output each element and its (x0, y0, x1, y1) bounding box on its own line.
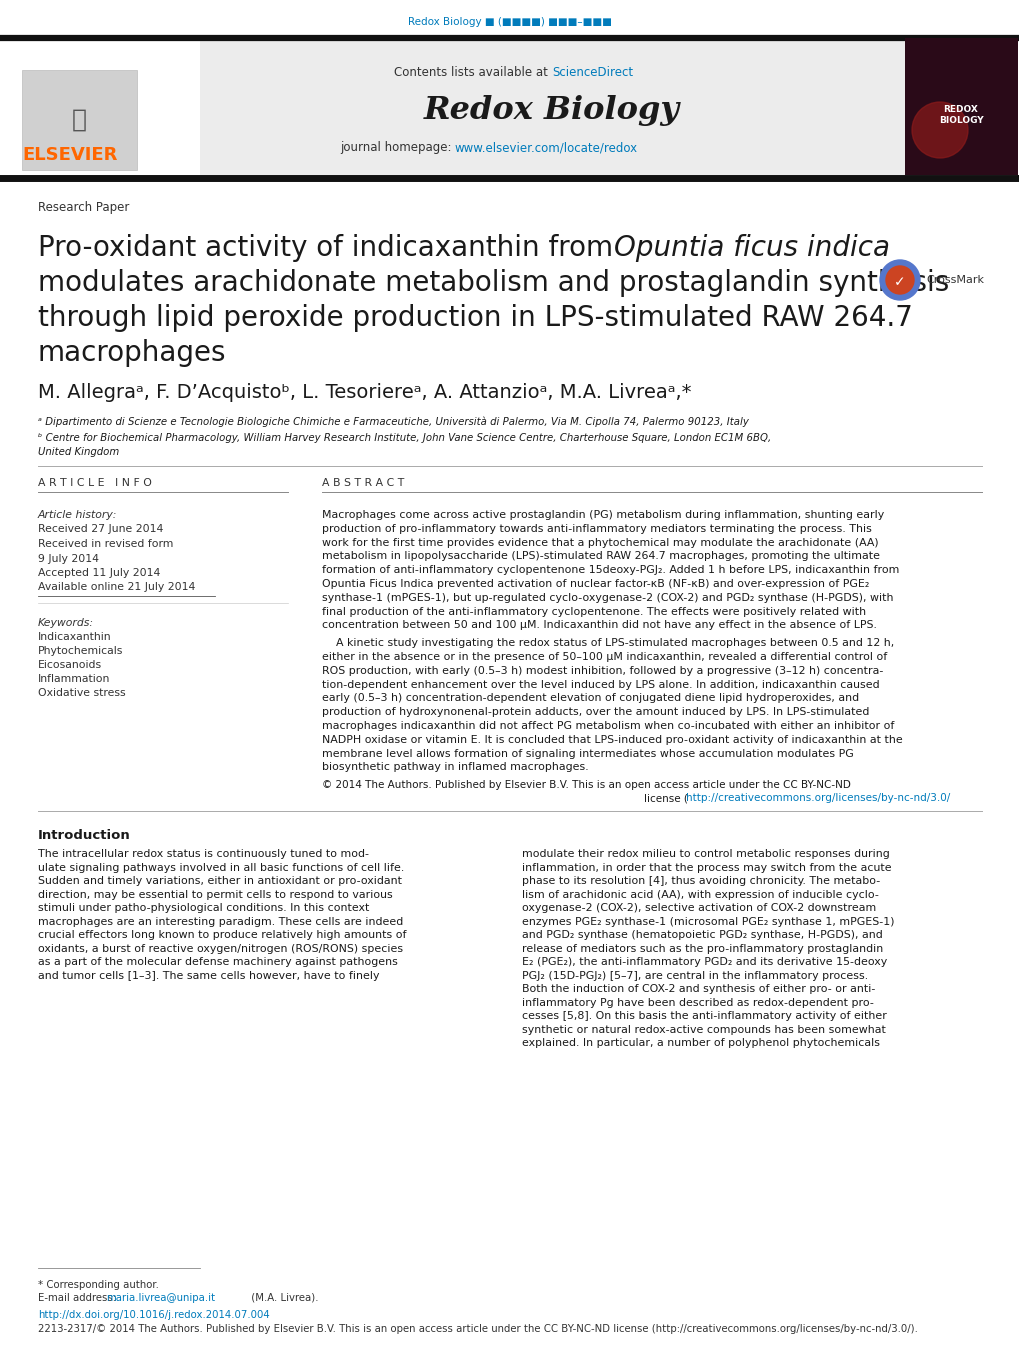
Text: maria.livrea@unipa.it: maria.livrea@unipa.it (106, 1292, 215, 1303)
Text: Research Paper: Research Paper (38, 201, 129, 215)
Text: synthase-1 (mPGES-1), but up-regulated cyclo-oxygenase-2 (COX-2) and PGD₂ syntha: synthase-1 (mPGES-1), but up-regulated c… (322, 593, 893, 603)
Text: www.elsevier.com/locate/redox: www.elsevier.com/locate/redox (454, 141, 638, 155)
Text: Received in revised form: Received in revised form (38, 540, 173, 549)
Text: http://creativecommons.org/licenses/by-nc-nd/3.0/: http://creativecommons.org/licenses/by-n… (686, 794, 950, 803)
Text: ✓: ✓ (894, 275, 905, 289)
Text: 2213-2317/© 2014 The Authors. Published by Elsevier B.V. This is an open access : 2213-2317/© 2014 The Authors. Published … (38, 1324, 917, 1335)
Text: tion-dependent enhancement over the level induced by LPS alone. In addition, ind: tion-dependent enhancement over the leve… (322, 680, 878, 689)
Text: modulate their redox milieu to control metabolic responses during: modulate their redox milieu to control m… (522, 849, 889, 859)
Text: synthetic or natural redox-active compounds has been somewhat: synthetic or natural redox-active compou… (522, 1025, 886, 1034)
Text: stimuli under patho-physiological conditions. In this context: stimuli under patho-physiological condit… (38, 904, 369, 913)
Text: United Kingdom: United Kingdom (38, 447, 119, 457)
Text: Introduction: Introduction (38, 829, 130, 843)
Text: as a part of the molecular defense machinery against pathogens: as a part of the molecular defense machi… (38, 957, 397, 968)
Text: Opuntia Ficus Indica prevented activation of nuclear factor-κB (NF-κB) and over-: Opuntia Ficus Indica prevented activatio… (322, 579, 868, 588)
Text: inflammatory Pg have been described as redox-dependent pro-: inflammatory Pg have been described as r… (522, 998, 873, 1008)
Text: NADPH oxidase or vitamin E. It is concluded that LPS-induced pro-oxidant activit: NADPH oxidase or vitamin E. It is conclu… (322, 735, 902, 745)
Text: (M.A. Livrea).: (M.A. Livrea). (248, 1292, 318, 1303)
Text: Pro-oxidant activity of indicaxanthin from: Pro-oxidant activity of indicaxanthin fr… (38, 234, 622, 262)
Text: 🌳: 🌳 (71, 107, 87, 132)
Text: formation of anti-inflammatory cyclopentenone 15deoxy-PGJ₂. Added 1 h before LPS: formation of anti-inflammatory cyclopent… (322, 565, 899, 575)
Text: concentration between 50 and 100 μM. Indicaxanthin did not have any effect in th: concentration between 50 and 100 μM. Ind… (322, 621, 876, 631)
Text: cesses [5,8]. On this basis the anti-inflammatory activity of either: cesses [5,8]. On this basis the anti-inf… (522, 1011, 886, 1021)
Text: Opuntia ficus indica: Opuntia ficus indica (613, 234, 890, 262)
Text: macrophages are an interesting paradigm. These cells are indeed: macrophages are an interesting paradigm.… (38, 917, 403, 927)
Text: E₂ (PGE₂), the anti-inflammatory PGD₂ and its derivative 15-deoxy: E₂ (PGE₂), the anti-inflammatory PGD₂ an… (522, 957, 887, 968)
Text: enzymes PGE₂ synthase-1 (microsomal PGE₂ synthase 1, mPGES-1): enzymes PGE₂ synthase-1 (microsomal PGE₂… (522, 917, 894, 927)
Text: Redox Biology: Redox Biology (424, 95, 680, 125)
Text: Sudden and timely variations, either in antioxidant or pro-oxidant: Sudden and timely variations, either in … (38, 877, 401, 886)
Text: and PGD₂ synthase (hematopoietic PGD₂ synthase, H-PGDS), and: and PGD₂ synthase (hematopoietic PGD₂ sy… (522, 930, 881, 940)
Text: Redox Biology ■ (■■■■) ■■■–■■■: Redox Biology ■ (■■■■) ■■■–■■■ (408, 18, 611, 27)
Text: Inflammation: Inflammation (38, 674, 110, 684)
Text: http://dx.doi.org/10.1016/j.redox.2014.07.004: http://dx.doi.org/10.1016/j.redox.2014.0… (38, 1310, 269, 1320)
Text: A B S T R A C T: A B S T R A C T (322, 478, 404, 488)
FancyBboxPatch shape (22, 71, 137, 170)
FancyBboxPatch shape (904, 38, 1017, 175)
Text: inflammation, in order that the process may switch from the acute: inflammation, in order that the process … (522, 863, 891, 872)
Text: ELSEVIER: ELSEVIER (22, 145, 117, 164)
Text: macrophages indicaxanthin did not affect PG metabolism when co-incubated with ei: macrophages indicaxanthin did not affect… (322, 722, 894, 731)
Text: Macrophages come across active prostaglandin (PG) metabolism during inflammation: Macrophages come across active prostagla… (322, 510, 883, 520)
Text: oxidants, a burst of reactive oxygen/nitrogen (ROS/RONS) species: oxidants, a burst of reactive oxygen/nit… (38, 943, 403, 954)
Circle shape (911, 102, 967, 158)
Text: Indicaxanthin: Indicaxanthin (38, 632, 111, 641)
Text: © 2014 The Authors. Published by Elsevier B.V. This is an open access article un: © 2014 The Authors. Published by Elsevie… (322, 780, 850, 790)
Text: production of pro-inflammatory towards anti-inflammatory mediators terminating t: production of pro-inflammatory towards a… (322, 523, 871, 534)
Text: either in the absence or in the presence of 50–100 μM indicaxanthin, revealed a : either in the absence or in the presence… (322, 652, 887, 662)
FancyBboxPatch shape (15, 38, 198, 175)
Text: production of hydroxynonenal-protein adducts, over the amount induced by LPS. In: production of hydroxynonenal-protein add… (322, 707, 868, 718)
Text: ᵇ Centre for Biochemical Pharmacology, William Harvey Research Institute, John V: ᵇ Centre for Biochemical Pharmacology, W… (38, 434, 770, 443)
Text: REDOX
BIOLOGY: REDOX BIOLOGY (937, 105, 982, 125)
Text: 9 July 2014: 9 July 2014 (38, 553, 99, 564)
Circle shape (886, 266, 913, 294)
Text: phase to its resolution [4], thus avoiding chronicity. The metabo-: phase to its resolution [4], thus avoidi… (522, 877, 879, 886)
Text: Article history:: Article history: (38, 510, 117, 520)
Text: oxygenase-2 (COX-2), selective activation of COX-2 downstream: oxygenase-2 (COX-2), selective activatio… (522, 904, 875, 913)
Text: biosynthetic pathway in inflamed macrophages.: biosynthetic pathway in inflamed macroph… (322, 762, 588, 772)
Text: Eicosanoids: Eicosanoids (38, 659, 102, 670)
Text: release of mediators such as the pro-inflammatory prostaglandin: release of mediators such as the pro-inf… (522, 943, 882, 954)
Text: CrossMark: CrossMark (925, 275, 983, 285)
Text: Accepted 11 July 2014: Accepted 11 July 2014 (38, 568, 160, 578)
Text: Phytochemicals: Phytochemicals (38, 646, 123, 655)
Text: PGJ₂ (15D-PGJ₂) [5–7], are central in the inflammatory process.: PGJ₂ (15D-PGJ₂) [5–7], are central in th… (522, 970, 867, 981)
Text: Available online 21 July 2014: Available online 21 July 2014 (38, 583, 196, 593)
Text: Received 27 June 2014: Received 27 June 2014 (38, 525, 163, 534)
Text: Contents lists available at: Contents lists available at (394, 65, 551, 79)
Text: and tumor cells [1–3]. The same cells however, have to finely: and tumor cells [1–3]. The same cells ho… (38, 970, 379, 981)
Text: A kinetic study investigating the redox status of LPS-stimulated macrophages bet: A kinetic study investigating the redox … (322, 639, 894, 648)
Text: journal homepage:: journal homepage: (339, 141, 454, 155)
FancyBboxPatch shape (200, 38, 904, 175)
Text: lism of arachidonic acid (AA), with expression of inducible cyclo-: lism of arachidonic acid (AA), with expr… (522, 890, 878, 900)
Text: work for the first time provides evidence that a phytochemical may modulate the : work for the first time provides evidenc… (322, 538, 877, 548)
Text: final production of the anti-inflammatory cyclopentenone. The effects were posit: final production of the anti-inflammator… (322, 606, 865, 617)
Text: Keywords:: Keywords: (38, 617, 94, 628)
Text: The intracellular redox status is continuously tuned to mod-: The intracellular redox status is contin… (38, 849, 369, 859)
Text: early (0.5–3 h) concentration-dependent elevation of conjugated diene lipid hydr: early (0.5–3 h) concentration-dependent … (322, 693, 858, 704)
Text: license (: license ( (643, 794, 687, 803)
Text: E-mail address:: E-mail address: (38, 1292, 119, 1303)
Text: * Corresponding author.: * Corresponding author. (38, 1280, 159, 1290)
Text: ulate signaling pathways involved in all basic functions of cell life.: ulate signaling pathways involved in all… (38, 863, 404, 872)
Text: membrane level allows formation of signaling intermediates whose accumulation mo: membrane level allows formation of signa… (322, 749, 853, 758)
Text: direction, may be essential to permit cells to respond to various: direction, may be essential to permit ce… (38, 890, 392, 900)
Text: A R T I C L E   I N F O: A R T I C L E I N F O (38, 478, 152, 488)
Text: ScienceDirect: ScienceDirect (551, 65, 633, 79)
Text: through lipid peroxide production in LPS-stimulated RAW 264.7: through lipid peroxide production in LPS… (38, 304, 912, 332)
Text: modulates arachidonate metabolism and prostaglandin synthesis: modulates arachidonate metabolism and pr… (38, 269, 949, 298)
Circle shape (879, 260, 919, 300)
Text: Oxidative stress: Oxidative stress (38, 688, 125, 697)
Text: crucial effectors long known to produce relatively high amounts of: crucial effectors long known to produce … (38, 930, 407, 940)
Text: metabolism in lipopolysaccharide (LPS)-stimulated RAW 264.7 macrophages, promoti: metabolism in lipopolysaccharide (LPS)-s… (322, 552, 879, 561)
Text: explained. In particular, a number of polyphenol phytochemicals: explained. In particular, a number of po… (522, 1038, 879, 1048)
Text: ᵃ Dipartimento di Scienze e Tecnologie Biologiche Chimiche e Farmaceutiche, Univ: ᵃ Dipartimento di Scienze e Tecnologie B… (38, 417, 748, 427)
Text: Both the induction of COX-2 and synthesis of either pro- or anti-: Both the induction of COX-2 and synthesi… (522, 984, 874, 995)
Text: M. Allegraᵃ, F. D’Acquistoᵇ, L. Tesoriereᵃ, A. Attanzioᵃ, M.A. Livreaᵃ,*: M. Allegraᵃ, F. D’Acquistoᵇ, L. Tesorier… (38, 383, 691, 402)
Text: ROS production, with early (0.5–3 h) modest inhibition, followed by a progressiv: ROS production, with early (0.5–3 h) mod… (322, 666, 882, 675)
Text: macrophages: macrophages (38, 338, 226, 367)
